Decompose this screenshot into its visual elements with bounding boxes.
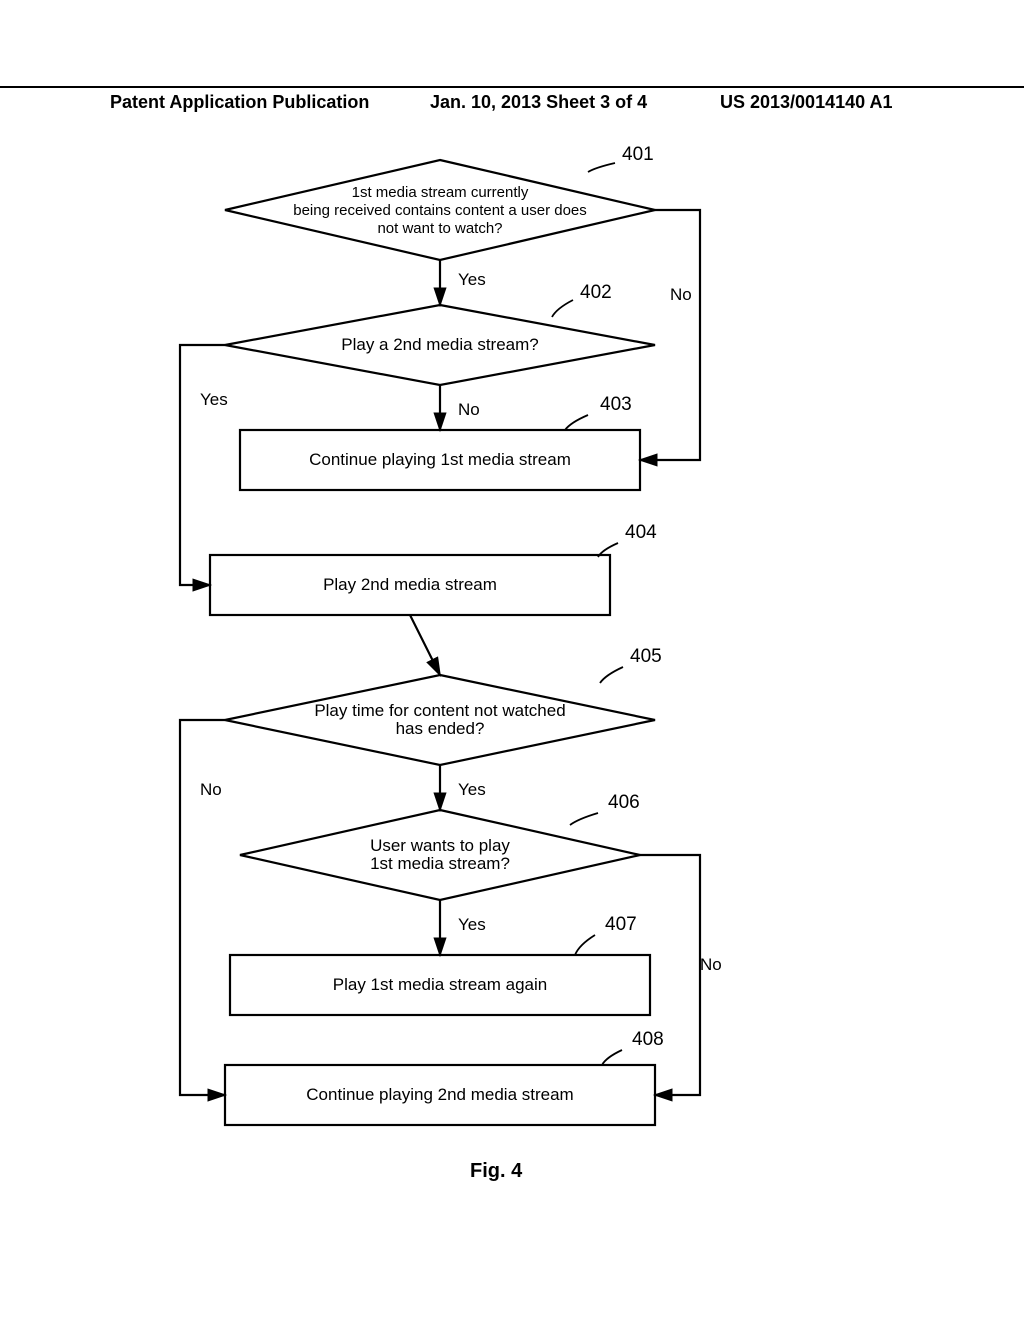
edge-405-408	[180, 720, 225, 1095]
node-text: Play a 2nd media stream?	[341, 335, 539, 354]
node-401: 1st media stream currentlybeing received…	[225, 160, 655, 260]
ref-leader-402	[552, 300, 573, 317]
edge-401-403	[640, 210, 700, 460]
ref-leader-401	[588, 163, 615, 172]
ref-leader-405	[600, 667, 623, 683]
node-text: being received contains content a user d…	[293, 202, 587, 219]
edge-label: No	[670, 285, 692, 304]
ref-leader-403	[565, 415, 588, 430]
node-text: 1st media stream currently	[352, 184, 529, 201]
edge-label: Yes	[458, 915, 486, 934]
ref-label-403: 403	[600, 394, 632, 415]
edge-label: No	[200, 780, 222, 799]
node-text: Continue playing 1st media stream	[309, 450, 571, 469]
ref-label-405: 405	[630, 646, 662, 667]
page: Patent Application Publication Jan. 10, …	[0, 0, 1024, 1320]
ref-leader-406	[570, 813, 598, 825]
edge-404-405	[410, 615, 440, 675]
node-text: 1st media stream?	[370, 854, 510, 873]
ref-label-406: 406	[608, 792, 640, 813]
node-text: Continue playing 2nd media stream	[306, 1085, 573, 1104]
node-text: User wants to play	[370, 836, 510, 855]
flowchart-svg: 1st media stream currentlybeing received…	[0, 0, 1024, 1320]
edge-label: No	[458, 400, 480, 419]
edge-402-404	[180, 345, 225, 585]
edge-label: Yes	[458, 780, 486, 799]
edge-label: Yes	[458, 270, 486, 289]
ref-leader-408	[602, 1050, 622, 1065]
node-402: Play a 2nd media stream?	[225, 305, 655, 385]
node-text: Play 2nd media stream	[323, 575, 497, 594]
ref-label-408: 408	[632, 1029, 664, 1050]
ref-leader-407	[575, 935, 595, 955]
figure-caption: Fig. 4	[470, 1160, 522, 1183]
edge-label: No	[700, 955, 722, 974]
node-text: has ended?	[396, 719, 485, 738]
node-text: Play time for content not watched	[314, 701, 565, 720]
node-text: not want to watch?	[377, 220, 502, 237]
ref-label-401: 401	[622, 144, 654, 165]
ref-label-404: 404	[625, 522, 657, 543]
node-405: Play time for content not watchedhas end…	[225, 675, 655, 765]
node-408: Continue playing 2nd media stream	[225, 1065, 655, 1125]
node-406: User wants to play1st media stream?	[240, 810, 640, 900]
node-407: Play 1st media stream again	[230, 955, 650, 1015]
edge-label: Yes	[200, 390, 228, 409]
node-text: Play 1st media stream again	[333, 975, 548, 994]
ref-label-402: 402	[580, 282, 612, 303]
node-403: Continue playing 1st media stream	[240, 430, 640, 490]
ref-label-407: 407	[605, 914, 637, 935]
node-404: Play 2nd media stream	[210, 555, 610, 615]
